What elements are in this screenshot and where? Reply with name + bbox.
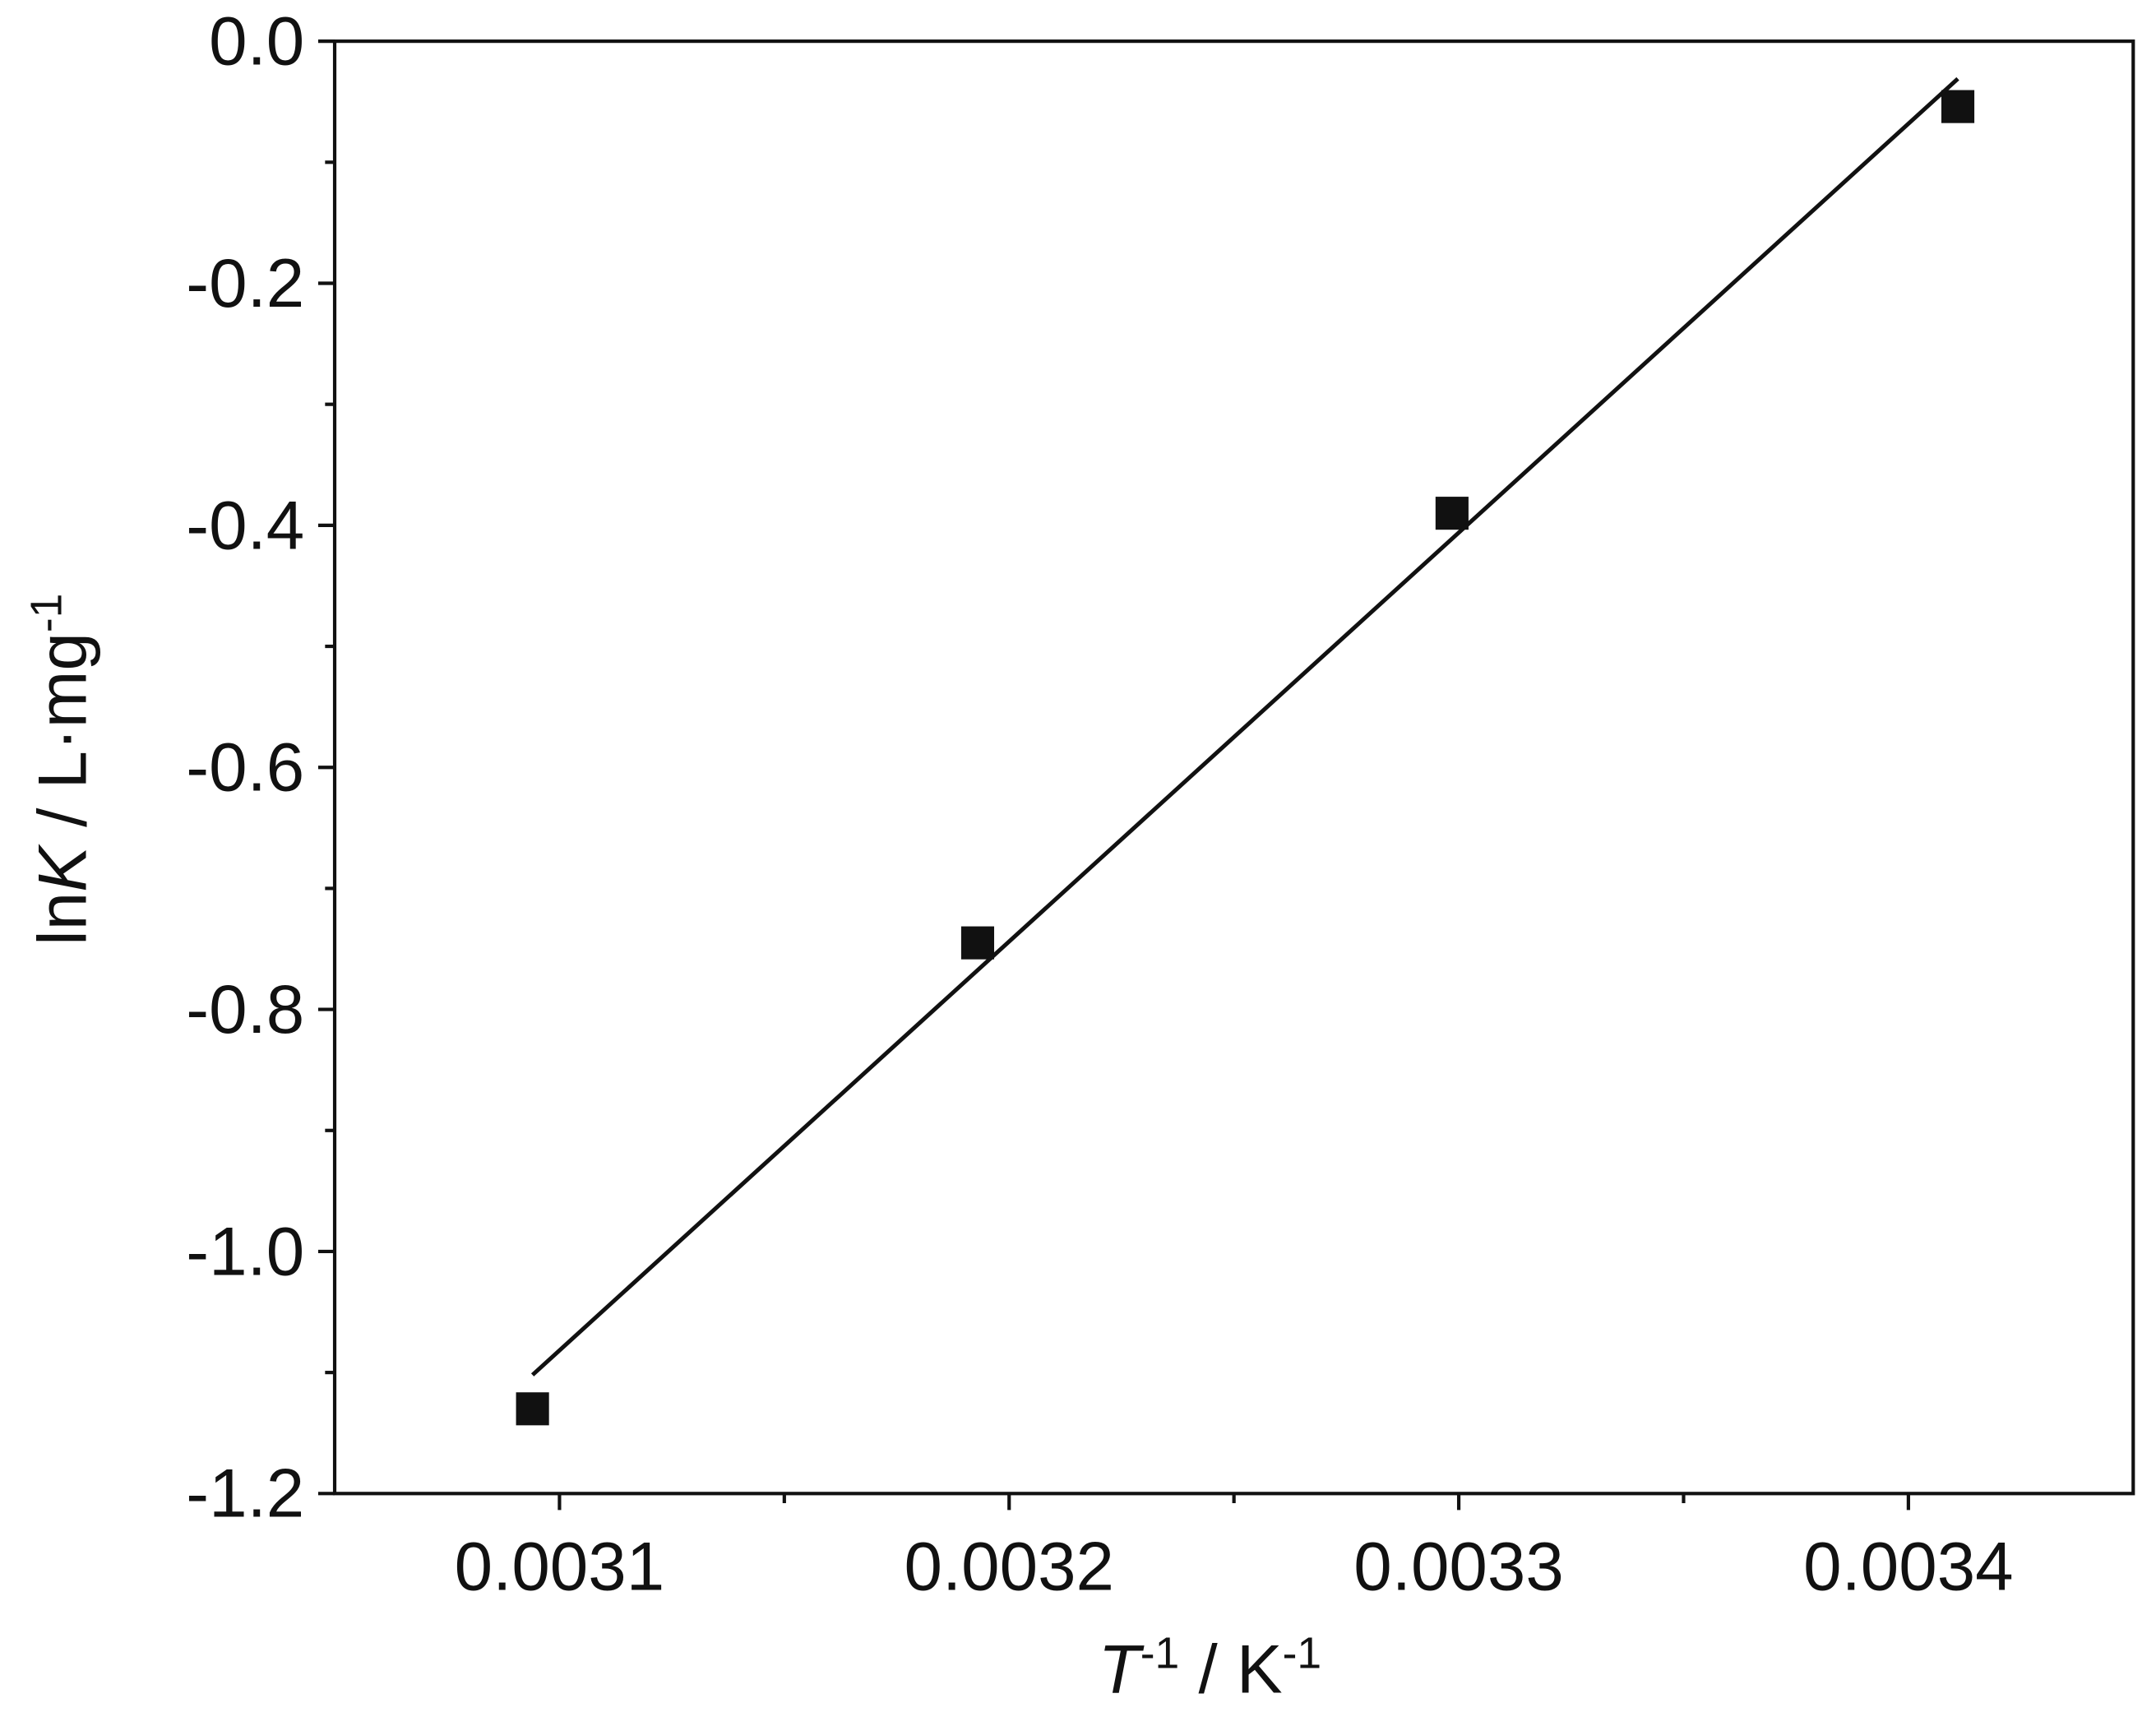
- x-tick-label: 0.0034: [1803, 1527, 2014, 1604]
- y-tick-label: -1.0: [186, 1212, 304, 1289]
- y-tick-label: -0.8: [186, 970, 304, 1048]
- x-tick-label: 0.0033: [1353, 1527, 1564, 1604]
- data-point: [516, 1392, 549, 1426]
- data-point: [1941, 90, 1975, 123]
- y-label-part: ln: [24, 892, 101, 946]
- y-tick-label: -1.2: [186, 1455, 304, 1532]
- x-axis-label: T-1 / K-1: [1099, 1630, 1321, 1708]
- y-label-part: / L·mg: [24, 632, 101, 846]
- y-label-part: -1: [22, 594, 71, 633]
- fit-line: [530, 76, 1959, 1377]
- x-tick-label: 0.0032: [904, 1527, 1114, 1604]
- x-label-part: T: [1099, 1631, 1145, 1708]
- x-tick-label: 0.0031: [455, 1527, 665, 1604]
- y-tick-label: 0.0: [209, 2, 304, 80]
- y-tick-label: -0.4: [186, 486, 304, 563]
- y-tick-label: -0.2: [186, 244, 304, 322]
- plot-frame: [332, 39, 2135, 1496]
- data-point: [1435, 497, 1469, 530]
- y-axis-label: lnK / L·mg-1: [22, 594, 100, 946]
- x-label-part: / K: [1179, 1631, 1282, 1708]
- y-label-part: K: [24, 844, 101, 892]
- x-label-part: -1: [1283, 1630, 1322, 1678]
- x-label-part: -1: [1140, 1630, 1180, 1678]
- data-point: [960, 926, 995, 960]
- y-tick-label: -0.6: [186, 729, 304, 806]
